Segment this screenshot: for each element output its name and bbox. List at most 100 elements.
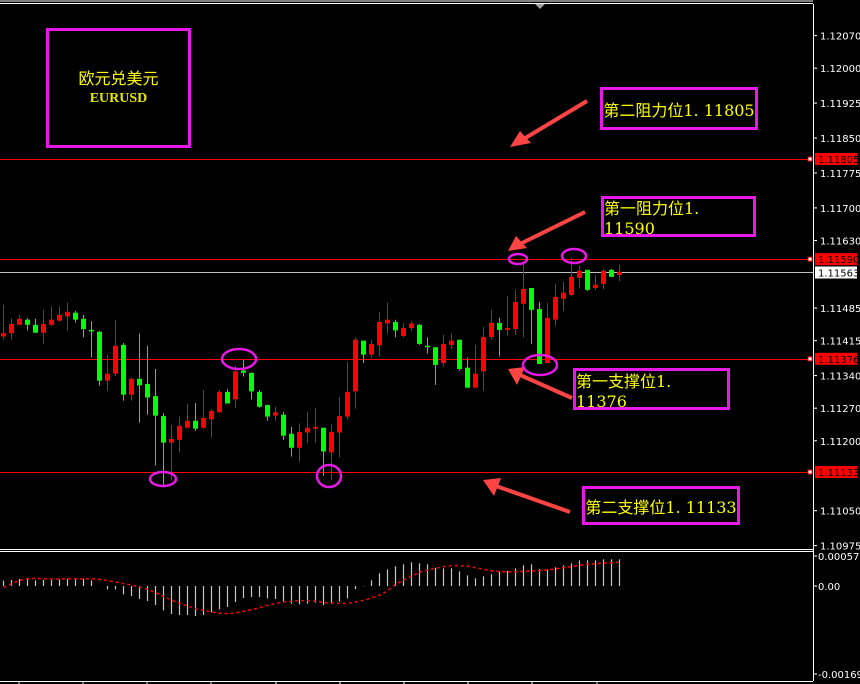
candle-body	[161, 416, 166, 443]
support-1-text: 第一支撑位1. 11376	[576, 371, 672, 411]
candle-body	[489, 322, 494, 337]
level-handle	[807, 469, 813, 475]
candle-body	[449, 340, 454, 345]
candle-body	[145, 383, 150, 398]
symbol-name-en: EURUSD	[89, 91, 148, 106]
axis-tick-label: 1.11850	[820, 134, 860, 145]
candle-body	[9, 323, 14, 334]
candle-body	[281, 414, 286, 436]
shift-marker-icon[interactable]	[535, 4, 545, 9]
candle-body	[401, 328, 406, 336]
candle-body	[505, 328, 510, 330]
candle-body	[569, 276, 574, 296]
resistance-1-text: 第一阻力位1. 11590	[604, 199, 700, 238]
candle-body	[593, 284, 598, 289]
candle-body	[361, 340, 366, 355]
candle-body	[273, 412, 278, 416]
level-price-tag-label: 1.11133	[818, 468, 859, 479]
candle-body	[385, 319, 390, 324]
axis-tick-label: 1.12000	[820, 64, 860, 75]
candle-body	[233, 371, 238, 400]
axis-tick-label: 1.11775	[820, 169, 860, 180]
candle-body	[1, 333, 6, 337]
candle-body	[329, 431, 334, 453]
candle-body	[193, 420, 198, 429]
indicator-axis-label: 0.00	[818, 582, 840, 593]
macd-panel: 0.000577 0.00 -0.001694	[2, 552, 860, 681]
chart-frame	[0, 0, 814, 682]
resistance-2-text: 第二阻力位1. 11805	[603, 100, 755, 120]
candle-body	[425, 345, 430, 348]
level-price-tag	[815, 153, 857, 165]
candle-body	[113, 345, 118, 374]
candle-body	[433, 347, 438, 365]
candle-body	[177, 425, 182, 440]
candle-body	[473, 373, 478, 388]
candle-body	[337, 416, 342, 433]
candle-body	[153, 396, 158, 416]
candle-body	[81, 318, 86, 330]
symbol-label-box: 欧元兑美元 EURUSD	[46, 28, 191, 148]
level-price-tag-label: 1.11376	[818, 355, 859, 366]
candle-body	[185, 420, 190, 428]
level-handle	[807, 256, 813, 262]
candle-body	[97, 331, 102, 381]
indicator-axis-label: -0.001694	[818, 670, 860, 681]
highlight-ellipse	[521, 353, 559, 377]
candle-body	[313, 426, 318, 429]
candle-body	[57, 315, 62, 321]
arrow-icon	[508, 367, 573, 400]
indicator-axis-label: 0.000577	[818, 552, 860, 563]
arrow-icon	[508, 210, 586, 251]
candle-body	[305, 427, 310, 433]
candle-body	[393, 322, 398, 331]
candle-body	[137, 378, 142, 386]
axis-tick-label: 1.11700	[820, 204, 860, 215]
level-price-tag	[815, 253, 857, 266]
axis-tick-label: 1.12070	[820, 32, 860, 43]
candle-body	[297, 431, 302, 448]
candle-body	[377, 322, 382, 346]
support-2-label: 第二支撑位1. 11133	[582, 486, 740, 525]
axis-tick-label: 1.11485	[820, 304, 860, 315]
candle-body	[585, 269, 590, 290]
candle-body	[17, 318, 22, 325]
candle-body	[545, 317, 550, 364]
candle-body	[121, 344, 126, 395]
candle-body	[169, 438, 174, 443]
level-price-tag-label: 1.11590	[818, 255, 859, 266]
resistance-2-label: 第二阻力位1. 11805	[600, 87, 758, 130]
signal-line	[3, 561, 620, 615]
candle-body	[441, 343, 446, 364]
level-handle	[807, 356, 813, 362]
candle-body	[553, 296, 558, 320]
candle-body	[65, 311, 70, 317]
candle-body	[497, 322, 502, 330]
candle-body	[257, 391, 262, 407]
candle-body	[537, 308, 542, 364]
candle-body	[353, 339, 358, 392]
axis-tick-label: 1.11200	[820, 437, 860, 448]
candle-body	[609, 269, 614, 277]
axis-tick-label: 1.11340	[820, 372, 860, 383]
level-price-tag	[815, 352, 857, 365]
candle-body	[201, 417, 206, 428]
level-price-tag	[815, 465, 857, 478]
candle-body	[561, 292, 566, 299]
highlight-ellipse	[560, 247, 588, 265]
axis-tick-label: 1.11630	[820, 237, 860, 248]
arrow-icon	[510, 99, 589, 147]
highlight-ellipse	[220, 347, 258, 371]
candle-body	[529, 288, 534, 310]
candle-body	[345, 391, 350, 417]
candle-body	[25, 319, 30, 325]
candle-body	[89, 329, 94, 332]
annotations	[148, 99, 589, 514]
support-2-text: 第二支撑位1. 11133	[585, 497, 737, 517]
axis-tick-label: 1.11050	[820, 507, 860, 518]
candle-body	[617, 271, 622, 275]
candle-body	[241, 370, 246, 373]
candles	[1, 257, 622, 486]
highlight-ellipse	[315, 463, 343, 489]
